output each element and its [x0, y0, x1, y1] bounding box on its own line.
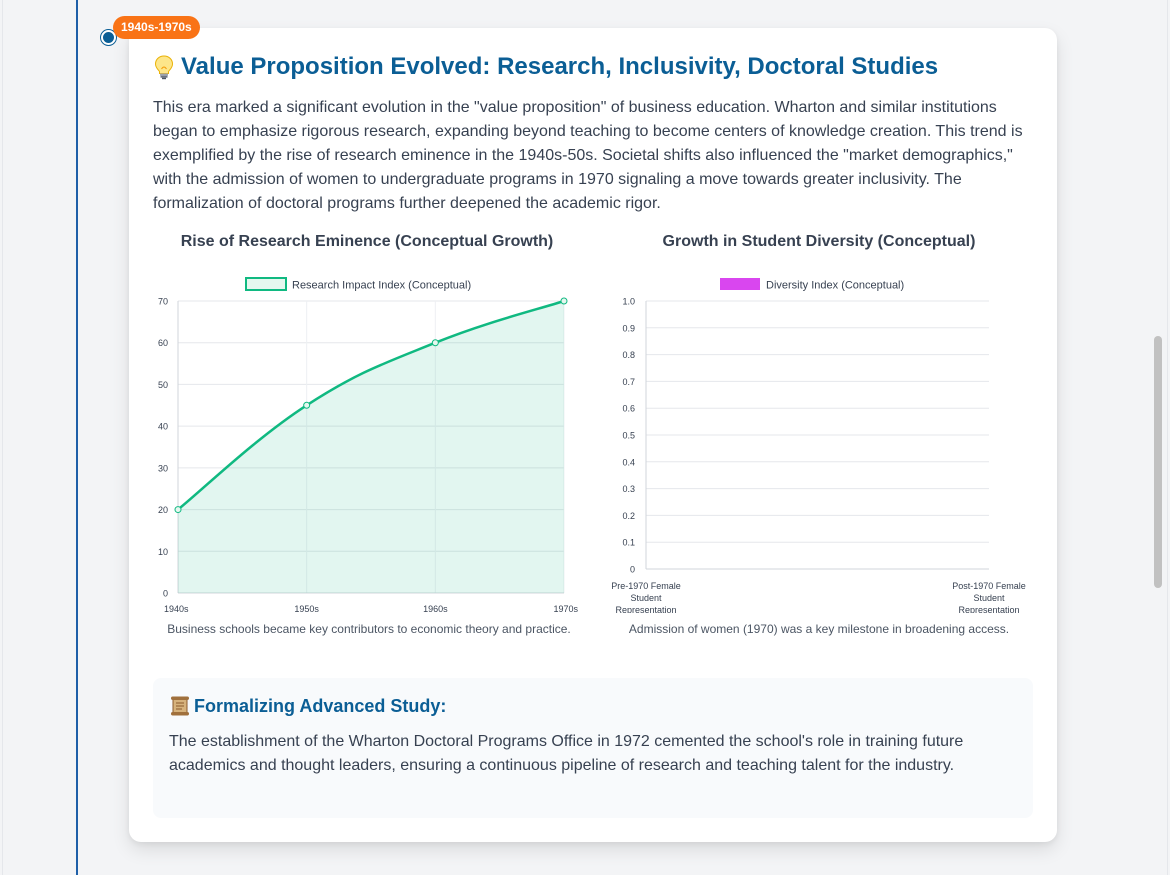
- research-legend-swatch: [245, 277, 287, 291]
- research-series-line: [177, 299, 565, 511]
- diversity-x-tick-line: Student: [973, 593, 1005, 603]
- diversity-y-tick: 0.9: [622, 323, 635, 333]
- diversity-y-tick: 0.2: [622, 511, 635, 521]
- research-y-tick: 10: [158, 547, 168, 557]
- research-y-tick: 70: [158, 297, 168, 307]
- research-y-tick: 60: [158, 338, 168, 348]
- diversity-chart-caption: Admission of women (1970) was a key mile…: [628, 622, 1010, 636]
- research-chart: Rise of Research Eminence (Conceptual Gr…: [149, 233, 584, 673]
- subsection-title: Formalizing Advanced Study:: [169, 695, 446, 717]
- diversity-y-tick: 0.7: [622, 377, 635, 387]
- subsection-title-text: Formalizing Advanced Study:: [194, 695, 447, 716]
- research-x-tick: 1950s: [294, 604, 319, 613]
- research-legend-label: Research Impact Index (Conceptual): [292, 280, 471, 292]
- diversity-y-tick: 0.6: [622, 404, 635, 414]
- research-x-tick: 1960s: [423, 604, 448, 613]
- research-x-tick: 1970s: [553, 604, 578, 613]
- research-line-chart: Research Impact Index (Conceptual) 0 10 20 3…: [158, 277, 578, 613]
- diversity-y-tick: 0.8: [622, 350, 635, 360]
- diversity-x-tick: Post-1970 Female Student Representation: [952, 581, 1026, 613]
- research-legend: Research Impact Index (Conceptual): [245, 277, 471, 292]
- diversity-x-tick: Pre-1970 Female Student Representation: [611, 581, 681, 613]
- diversity-legend-label: Diversity Index (Conceptual): [766, 280, 904, 292]
- card-description: This era marked a significant evolution …: [153, 99, 1023, 212]
- research-chart-caption: Business schools became key contributors…: [167, 622, 571, 636]
- diversity-y-tick: 0.1: [622, 538, 635, 548]
- research-y-tick: 20: [158, 505, 168, 515]
- lightbulb-icon: [153, 54, 175, 80]
- research-y-tick: 30: [158, 463, 168, 473]
- research-y-tick: 50: [158, 380, 168, 390]
- diversity-legend-swatch: [720, 278, 760, 290]
- diversity-y-tick: 0: [630, 565, 635, 575]
- diversity-legend: Diversity Index (Conceptual): [720, 278, 904, 292]
- diversity-x-tick-line: Post-1970 Female: [952, 581, 1026, 591]
- research-area-fill: [178, 301, 564, 593]
- doctoral-programs-box: Formalizing Advanced Study: The establis…: [153, 678, 1033, 818]
- research-data-point: [303, 401, 311, 409]
- research-data-point: [174, 506, 182, 514]
- diversity-y-tick: 1.0: [622, 297, 635, 307]
- diversity-x-tick-line: Pre-1970 Female: [611, 581, 681, 591]
- timeline-card: Value Proposition Evolved: Research, Inc…: [129, 28, 1057, 842]
- scrollbar-thumb[interactable]: [1154, 336, 1162, 588]
- research-data-point: [560, 297, 568, 305]
- era-badge: 1940s-1970s: [113, 16, 200, 39]
- diversity-x-tick-line: Representation: [958, 605, 1019, 613]
- card-title-text: Value Proposition Evolved: Research, Inc…: [181, 53, 939, 80]
- subsection-text: The establishment of the Wharton Doctora…: [169, 733, 964, 774]
- research-data-point: [431, 339, 439, 347]
- research-chart-title: Rise of Research Eminence (Conceptual Gr…: [180, 233, 554, 250]
- card-title: Value Proposition Evolved: Research, Inc…: [153, 53, 938, 81]
- diversity-y-tick: 0.5: [622, 431, 635, 441]
- diversity-y-tick: 0.3: [622, 484, 635, 494]
- diversity-chart-title: Growth in Student Diversity (Conceptual): [662, 233, 976, 250]
- research-y-tick: 0: [163, 589, 168, 599]
- timeline-line: [76, 0, 78, 875]
- diversity-x-tick-line: Student: [630, 593, 662, 603]
- scroll-icon: [169, 695, 191, 717]
- diversity-x-tick-line: Representation: [615, 605, 676, 613]
- diversity-y-tick: 0.4: [622, 457, 635, 467]
- research-x-tick: 1940s: [164, 604, 189, 613]
- timeline-dot: [101, 30, 116, 45]
- diversity-bar-chart: Diversity Index (Conceptual) 0 0.1 0.2 0.3 0.…: [611, 278, 1026, 613]
- diversity-chart: Growth in Student Diversity (Conceptual)…: [599, 233, 1026, 673]
- research-y-tick: 40: [158, 422, 168, 432]
